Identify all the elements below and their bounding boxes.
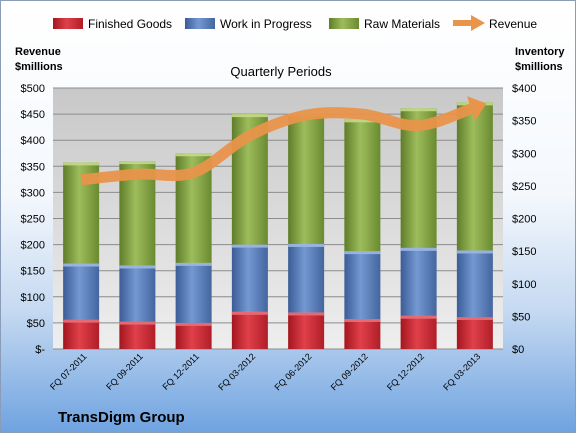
left-tick-label: $450 [21,109,45,121]
right-tick-label: $200 [512,214,536,226]
x-tick-label: FQ 07-2011 [48,351,89,392]
bar-finished-goods [231,311,268,349]
bar-cap-finished-goods [175,322,212,326]
x-tick-label: FQ 09-2012 [329,351,370,392]
left-tick-label: $500 [21,83,45,95]
bar-finished-goods [400,315,437,349]
bar-finished-goods [119,321,156,349]
right-tick-label: $300 [512,148,536,160]
left-tick-label: $350 [21,161,45,173]
chart-title: Quarterly Periods [230,64,332,79]
right-tick-label: $50 [512,311,530,323]
legend-swatch-finished-goods [53,18,83,29]
bar-work-in-progress [344,251,381,319]
right-tick-label: $0 [512,344,524,356]
bar-cap-finished-goods [344,318,381,322]
bar-cap-work-in-progress [231,244,268,248]
bar-cap-finished-goods [456,317,493,321]
bar-raw-materials [400,108,437,248]
bar-cap-finished-goods [400,315,437,319]
bar-cap-finished-goods [119,321,156,325]
bar-cap-raw-materials [63,162,100,166]
revenue-line [80,96,487,186]
x-tick-label: FQ 03-2013 [441,351,482,392]
left-tick-label: $150 [21,266,45,278]
x-tick-label: FQ 12-2011 [160,351,201,392]
left-tick-label: $300 [21,187,45,199]
legend-label-work-in-progress: Work in Progress [220,17,312,31]
bar-cap-work-in-progress [63,263,100,267]
bar-finished-goods [456,317,493,349]
bar-cap-raw-materials [231,114,268,118]
bar-cap-raw-materials [175,153,212,157]
left-axis-ticks: $- $50 $100 $150 $200 $250 $300 $350 $400 $450 $50… [21,83,46,356]
x-tick-label: FQ 06-2012 [273,351,314,392]
bar-cap-finished-goods [288,312,325,316]
left-tick-label: $400 [21,135,45,147]
right-axis-title-line2: $millions [515,61,563,73]
bar-cap-work-in-progress [288,243,325,247]
bar-raw-materials [344,119,381,252]
bar-finished-goods [63,319,100,349]
bar-cap-work-in-progress [344,251,381,255]
bar-finished-goods [175,322,212,349]
bar-cap-finished-goods [231,311,268,315]
legend-swatch-raw-materials [329,18,359,29]
x-axis-ticks: FQ 07-2011 FQ 09-2011 FQ 12-2011 FQ 03-2012… [48,351,482,392]
bar-work-in-progress [456,250,493,318]
bar-cap-raw-materials [344,119,381,123]
legend: Finished Goods Work in Progress Raw Mate… [53,15,537,31]
company-name: TransDigm Group [58,409,185,426]
right-tick-label: $150 [512,246,536,258]
bar-finished-goods [344,318,381,349]
revenue-series-line [80,102,477,186]
bar-work-in-progress [288,243,325,313]
bar-cap-finished-goods [63,319,100,323]
bar-raw-materials [456,102,493,251]
x-tick-label: FQ 03-2012 [216,351,257,392]
left-tick-label: $50 [27,318,45,330]
bar-work-in-progress [231,244,268,312]
bar-cap-raw-materials [400,108,437,112]
bar-work-in-progress [63,263,100,320]
left-tick-label: $250 [21,214,45,226]
legend-label-raw-materials: Raw Materials [364,17,440,31]
bar-cap-work-in-progress [400,247,437,251]
x-tick-label: FQ 12-2012 [385,351,426,392]
legend-label-revenue: Revenue [489,17,537,31]
right-tick-label: $400 [512,83,536,95]
bar-raw-materials [288,113,325,244]
left-tick-label: $100 [21,292,45,304]
right-tick-label: $100 [512,279,536,291]
bar-cap-work-in-progress [119,265,156,269]
left-axis-title-line2: $millions [15,61,63,73]
right-tick-label: $250 [512,181,536,193]
bar-cap-work-in-progress [456,250,493,254]
left-tick-label: $200 [21,240,45,252]
bar-work-in-progress [175,262,212,323]
left-axis-title-line1: Revenue [15,46,61,58]
right-tick-label: $350 [512,116,536,128]
revenue-arrowhead [467,96,487,121]
bar-work-in-progress [400,247,437,316]
right-axis-title-line1: Inventory [515,46,565,58]
x-tick-label: FQ 09-2011 [104,351,145,392]
legend-swatch-revenue [453,15,485,31]
right-axis-ticks: $0 $50 $100 $150 $200 $250 $300 $350 $400 [512,83,536,356]
bar-cap-work-in-progress [175,262,212,266]
legend-swatch-work-in-progress [185,18,215,29]
left-tick-label: $- [35,344,45,356]
bar-work-in-progress [119,265,156,322]
bar-finished-goods [288,312,325,349]
bar-cap-raw-materials [119,161,156,165]
legend-label-finished-goods: Finished Goods [88,17,172,31]
